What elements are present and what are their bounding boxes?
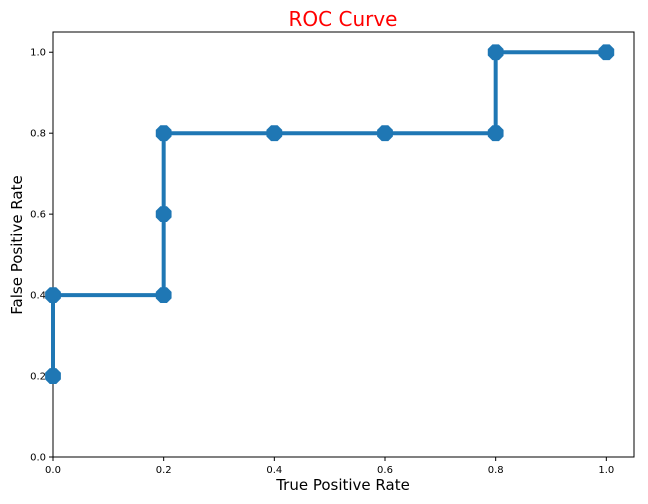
- x-axis: 0.0 0.2 0.4 0.6 0.8 1.0: [45, 457, 614, 476]
- y-axis: 0.0 0.2 0.4 0.6 0.8 1.0: [30, 48, 53, 464]
- roc-point: [155, 206, 172, 223]
- x-tick-label: 1.0: [598, 465, 614, 476]
- x-axis-label: True Positive Rate: [275, 476, 410, 494]
- roc-line: [51, 50, 607, 377]
- roc-point: [266, 125, 283, 142]
- x-tick-label: 0.6: [377, 465, 393, 476]
- roc-point: [487, 125, 504, 142]
- series-layer: [45, 44, 615, 384]
- y-tick-label: 0.0: [30, 453, 46, 464]
- roc-point: [155, 287, 172, 303]
- roc-point: [45, 368, 61, 384]
- roc-point: [155, 125, 172, 142]
- x-tick-label: 0.8: [488, 465, 504, 476]
- roc-point: [45, 287, 61, 303]
- y-tick-label: 0.2: [30, 372, 46, 383]
- y-tick-label: 0.8: [30, 129, 46, 140]
- chart-title: ROC Curve: [289, 7, 398, 31]
- x-tick-label: 0.4: [266, 465, 282, 476]
- y-tick-label: 1.0: [30, 48, 46, 59]
- roc-point: [598, 44, 615, 61]
- plot-area: [52, 31, 635, 458]
- y-tick-label: 0.6: [30, 210, 46, 221]
- roc-point: [377, 125, 393, 142]
- y-tick-label: 0.4: [30, 291, 46, 302]
- x-tick-label: 0.0: [45, 465, 61, 476]
- x-tick-label: 0.2: [156, 465, 172, 476]
- roc-point: [487, 44, 504, 61]
- y-axis-label: False Positive Rate: [8, 175, 26, 314]
